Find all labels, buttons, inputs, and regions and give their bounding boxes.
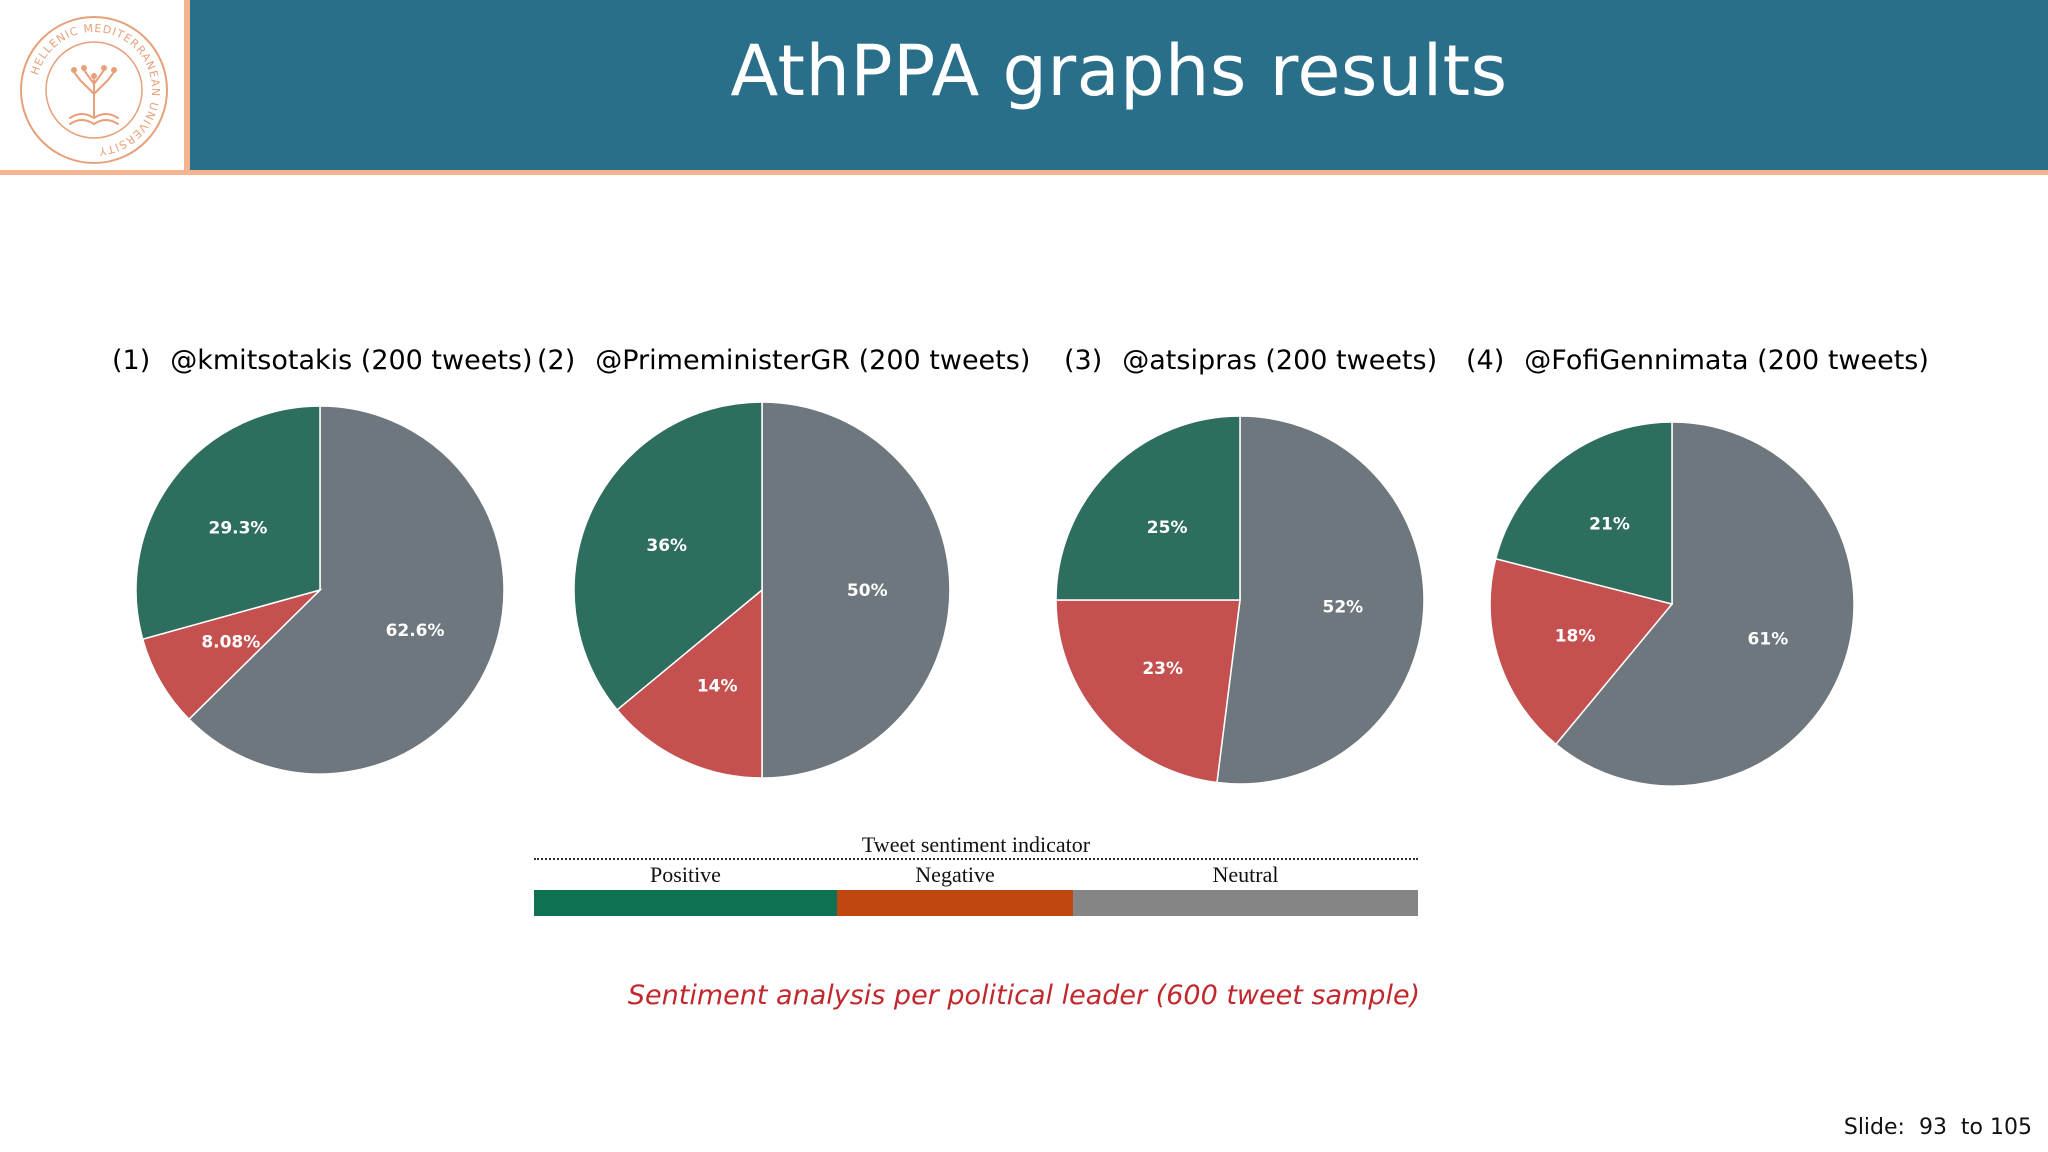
pie-slice-label-negative: 8.08% xyxy=(201,633,260,653)
pie-slice-label-negative: 14% xyxy=(697,676,738,696)
chart-4-number: (4) xyxy=(1466,345,1505,376)
pie-slice-neutral xyxy=(187,405,505,775)
pie-slice-label-neutral: 62.6% xyxy=(386,621,445,641)
chart-1-label: (1) @kmitsotakis (200 tweets) xyxy=(112,345,533,376)
legend-dotted-rule xyxy=(534,858,1418,860)
pie-slice-positive xyxy=(573,401,763,711)
logo-seal-icon: HELLENIC MEDITERRANEAN UNIVERSITY xyxy=(20,16,168,164)
pie-slice-label-positive: 25% xyxy=(1147,518,1188,538)
figure-caption: Sentiment analysis per political leader … xyxy=(627,980,1421,1011)
pie-slice-label-negative: 18% xyxy=(1555,626,1596,646)
chart-2-handle: @PrimeministerGR (200 tweets) xyxy=(595,345,1031,376)
header-accent-line xyxy=(0,170,2048,175)
title-band xyxy=(190,0,2048,170)
legend-label-neutral: Neutral xyxy=(1212,862,1279,887)
slide-header: HELLENIC MEDITERRANEAN UNIVERSITY xyxy=(0,0,2048,175)
pie-slice-label-neutral: 61% xyxy=(1748,630,1789,650)
legend-swatch-negative xyxy=(837,890,1073,916)
pie-slice-positive xyxy=(1494,421,1673,605)
pie-slice-neutral xyxy=(1554,421,1855,787)
chart-1-handle: @kmitsotakis (200 tweets) xyxy=(170,345,533,376)
pie-slice-negative xyxy=(1055,599,1241,784)
chart-2-label: (2) @PrimeministerGR (200 tweets) xyxy=(537,345,1030,376)
pie-slice-positive xyxy=(135,405,321,641)
pie-slice-label-neutral: 50% xyxy=(847,581,888,601)
chart-3-label: (3) @atsipras (200 tweets) xyxy=(1064,345,1437,376)
pie-slice-label-neutral: 52% xyxy=(1322,597,1363,617)
pie-slice-negative xyxy=(616,588,763,779)
pie-chart-atsipras: 52% 23% 25% xyxy=(1055,415,1425,785)
legend-item-negative: Negative xyxy=(837,828,1073,918)
pie-slice-label-negative: 23% xyxy=(1142,659,1183,679)
university-logo: HELLENIC MEDITERRANEAN UNIVERSITY xyxy=(18,14,170,166)
pie-slice-negative xyxy=(1489,557,1674,746)
pie-slice-positive xyxy=(1055,415,1241,601)
chart-2-number: (2) xyxy=(537,345,576,376)
chart-3-handle: @atsipras (200 tweets) xyxy=(1122,345,1438,376)
pie-slice-negative xyxy=(141,588,323,721)
pie-slice-neutral xyxy=(1216,415,1425,785)
pie-chart-kmitsotakis: 62.6% 8.08% 29.3% xyxy=(135,405,505,775)
chart-3-number: (3) xyxy=(1064,345,1103,376)
slide-number: Slide: 93 to 105 xyxy=(1843,1115,2032,1140)
legend-title: Tweet sentiment indicator xyxy=(861,832,1091,857)
slide-title: AthPPA graphs results xyxy=(730,30,1508,112)
chart-4-handle: @FofiGennimata (200 tweets) xyxy=(1524,345,1929,376)
legend-label-positive: Positive xyxy=(650,862,721,887)
chart-1-number: (1) xyxy=(112,345,151,376)
legend-item-positive: Positive xyxy=(534,828,837,918)
pie-slice-neutral xyxy=(761,401,951,779)
chart-4-label: (4) @FofiGennimata (200 tweets) xyxy=(1466,345,1929,376)
legend-swatch-neutral xyxy=(1073,890,1418,916)
legend-swatch-positive xyxy=(534,890,837,916)
pie-chart-fofigennimata: 61% 18% 21% xyxy=(1489,421,1855,787)
legend-label-negative: Negative xyxy=(915,862,995,887)
logo-divider xyxy=(184,0,190,170)
pie-slice-label-positive: 21% xyxy=(1589,514,1630,534)
legend-item-neutral: Neutral xyxy=(1073,828,1418,918)
pie-chart-primeministergr: 50% 14% 36% xyxy=(573,401,951,779)
sentiment-legend: Tweet sentiment indicator Positive Negat… xyxy=(534,828,1418,918)
pie-slice-label-positive: 29.3% xyxy=(208,519,267,539)
pie-slice-label-positive: 36% xyxy=(646,536,687,556)
